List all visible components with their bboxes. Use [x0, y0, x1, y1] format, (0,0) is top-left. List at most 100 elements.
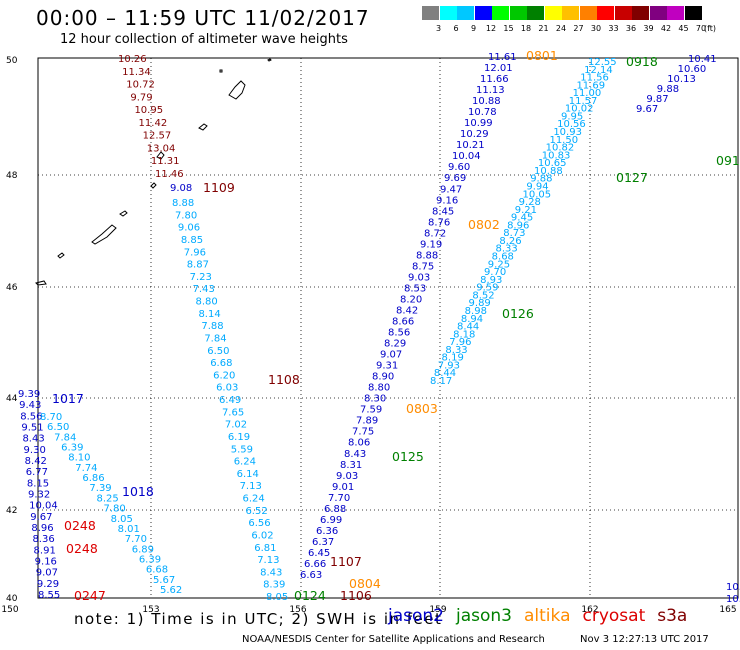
wave-height-value: 8.17 [430, 376, 452, 387]
wave-height-value: 10.29 [460, 129, 489, 140]
pass-time-label: 0801 [526, 48, 558, 63]
latitude-tick-label: 44 [6, 394, 18, 404]
scale-tick-label: 15 [503, 24, 514, 33]
wave-height-value: 8.66 [392, 317, 414, 328]
wave-height-value: 9.95 [561, 111, 583, 122]
wave-height-value: 7.80 [104, 504, 126, 515]
latitude-tick-label: 50 [6, 56, 18, 66]
wave-height-value: 9.94 [526, 181, 548, 192]
wave-height-value: 6.20 [213, 370, 235, 381]
wave-height-value: 11.31 [151, 156, 180, 167]
wave-height-value: 8.43 [260, 567, 282, 578]
wave-height-value: 9.87 [646, 94, 668, 105]
wave-height-value: 7.70 [328, 493, 350, 504]
pass-time-label: 1107 [330, 554, 362, 569]
wave-height-value: 7.84 [54, 432, 76, 443]
wave-height-value: 12.55 [588, 57, 617, 68]
scale-swatch [492, 6, 509, 20]
wave-height-value: 11.42 [139, 118, 168, 129]
pass-time-label: 0918 [626, 54, 658, 69]
wave-height-value: 9.19 [420, 239, 442, 250]
wave-height-value: 9.03 [408, 272, 430, 283]
longitude-tick-label: 162 [581, 605, 598, 615]
wave-height-value: 10.56 [557, 119, 586, 130]
wave-height-value: 10.95 [134, 105, 163, 116]
wave-height-value: 8.29 [384, 339, 406, 350]
scale-swatch [439, 6, 457, 20]
wave-height-value: 9.88 [530, 174, 552, 185]
wave-height-value: 9.16 [35, 557, 57, 568]
satellite-legend: jason2 jason3 altika cryosat s3a [388, 606, 699, 626]
scale-tick-label: 39 [643, 24, 654, 33]
wave-height-value: 7.23 [190, 272, 212, 283]
wave-height-value: 8.06 [348, 438, 370, 449]
wave-height-value: 6.24 [243, 494, 265, 505]
wave-height-value: 10.41 [688, 54, 717, 65]
wave-height-value: 8.33 [445, 345, 467, 356]
wave-height-value: 9.03 [336, 471, 358, 482]
wave-height-value: 8.90 [372, 372, 394, 383]
wave-height-value: 5.62 [160, 585, 182, 596]
wave-height-value: 10.13 [667, 74, 696, 85]
wave-height-value: 8.56 [388, 328, 410, 339]
wave-height-value: 9.47 [440, 184, 462, 195]
pass-time-label: 1017 [52, 391, 84, 406]
legend-altika: altika [524, 606, 571, 626]
wave-height-value: 8.44 [457, 322, 479, 333]
wave-height-value: 7.39 [89, 483, 111, 494]
scale-swatch [509, 6, 527, 20]
wave-height-value: 10.04 [29, 501, 58, 512]
wave-height-value: 8.85 [181, 235, 203, 246]
wave-height-value: 8.98 [465, 306, 487, 317]
wave-height-value: 10.72 [126, 80, 155, 91]
wave-height-value: 9.08 [170, 183, 192, 194]
wave-height-value: 6.86 [82, 473, 104, 484]
wave-height-value: 10.05 [522, 189, 551, 200]
wave-height-value: 6.14 [237, 469, 259, 480]
wave-height-value: 10.21 [456, 140, 485, 151]
island-outline [198, 123, 208, 131]
wave-height-value: 9.69 [444, 173, 466, 184]
wave-height-value: 8.36 [32, 534, 54, 545]
wave-height-value: 11.50 [549, 135, 578, 146]
wave-height-value: 8.80 [368, 383, 390, 394]
wave-height-value: 6.19 [228, 432, 250, 443]
latitude-tick-label: 42 [6, 506, 17, 516]
scale-tick-label: 18 [520, 24, 532, 33]
wave-height-value: 7.80 [175, 210, 197, 221]
longitude-tick-label: 153 [142, 605, 159, 615]
pass-time-label: 0248 [64, 518, 96, 533]
wave-height-value: 8.73 [503, 228, 525, 239]
wave-height-value: 8.96 [507, 220, 529, 231]
island-outline [267, 58, 272, 62]
latitude-tick-label: 46 [6, 283, 18, 293]
wave-height-value: 8.93 [480, 275, 502, 286]
scale-swatch [544, 6, 562, 20]
wave-height-value: 9.59 [476, 283, 498, 294]
wave-height-value: 11.34 [122, 67, 151, 78]
wave-height-value: 8.19 [442, 353, 464, 364]
wave-height-value: 9.21 [515, 205, 537, 216]
wave-height-value: 8.25 [96, 493, 118, 504]
wave-height-value: 6.24 [234, 457, 256, 468]
latitude-tick-label: 48 [6, 171, 18, 181]
wave-height-value: 8.42 [396, 305, 418, 316]
scale-tick-label: 3 [435, 24, 442, 33]
wave-height-value: 7.96 [184, 247, 206, 258]
wave-height-value: 9.16 [436, 195, 458, 206]
pass-time-label: 0125 [392, 449, 424, 464]
wave-height-value: 8.15 [27, 478, 49, 489]
wave-height-value: 6.88 [324, 504, 346, 515]
wave-height-value: 9.32 [28, 490, 50, 501]
scale-tick-label: 45 [678, 24, 689, 33]
wave-height-value: 8.91 [34, 545, 56, 556]
pass-time-label: 0124 [294, 588, 326, 603]
wave-height-value: 10.26 [118, 54, 147, 65]
wave-height-value: 8.30 [364, 394, 386, 405]
pass-time-label: 1106 [340, 588, 372, 603]
wave-height-value: 11.13 [476, 85, 505, 96]
pass-time-label: 0804 [349, 576, 381, 591]
wave-height-value: 11.69 [576, 80, 605, 91]
wave-height-value: 9.88 [657, 84, 679, 95]
